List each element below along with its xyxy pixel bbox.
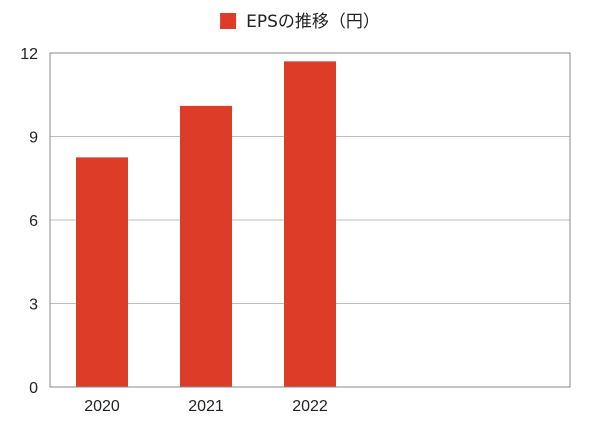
x-tick-label: 2021	[188, 398, 224, 415]
y-axis-ticks: 0 3 6 9 12	[20, 46, 38, 397]
bar-2021	[180, 105, 232, 387]
plot-frame	[49, 52, 571, 388]
y-tick-label: 9	[29, 130, 38, 147]
y-tick-label: 6	[29, 213, 38, 230]
x-tick-label: 2020	[84, 398, 120, 415]
bar-2022	[284, 61, 336, 387]
x-tick-label: 2022	[292, 398, 328, 415]
y-tick-label: 0	[29, 380, 38, 397]
legend-label: EPSの推移（円）	[246, 12, 380, 32]
legend: EPSの推移（円）	[220, 12, 380, 32]
y-tick-label: 3	[29, 297, 38, 314]
y-tick-label: 12	[20, 46, 38, 63]
x-axis-ticks: 2020 2021 2022	[84, 398, 328, 415]
legend-swatch	[220, 13, 237, 29]
bar-2020	[76, 157, 128, 387]
bar-layer	[76, 61, 336, 387]
